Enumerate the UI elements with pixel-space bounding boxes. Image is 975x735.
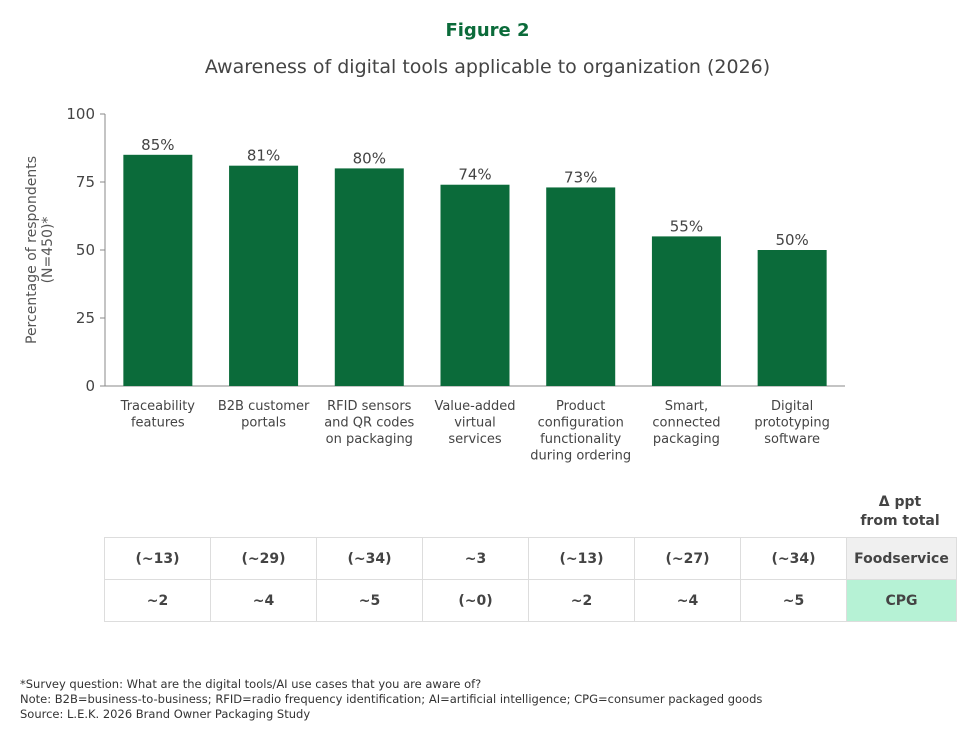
category-label: Digital prototyping software	[754, 399, 829, 447]
table-cell: ~4	[634, 579, 741, 622]
bar-chart: 0 25 50 75 100 Percentage of respondents(N=45…	[24, 105, 845, 464]
category-label-line: Product	[556, 399, 605, 414]
category-label: Value-added virtual services	[434, 399, 515, 447]
data-label: 55%	[670, 217, 703, 235]
data-label: 85%	[141, 136, 174, 154]
category-label: Product configuration functionality during …	[530, 399, 631, 464]
bar	[123, 154, 193, 386]
category-label-line: and QR codes	[324, 416, 414, 431]
y-axis-label-line: (N=450)*	[40, 217, 56, 284]
table-cell: (~27)	[634, 537, 741, 580]
bar	[757, 250, 827, 386]
category-label-line: on packaging	[326, 432, 413, 447]
category-label-line: prototyping	[754, 416, 829, 431]
footnote-note: Note: B2B=business-to-business; RFID=rad…	[20, 692, 763, 706]
chart-title: Awareness of digital tools applicable to…	[204, 56, 771, 78]
table-cell: (~34)	[316, 537, 423, 580]
category-label-line: portals	[241, 416, 286, 431]
category-label-line: connected	[652, 416, 720, 431]
data-label: 50%	[775, 231, 808, 249]
category-label-line: Smart,	[665, 399, 708, 414]
table-row: ~2 ~4 ~5 (~0) ~2 ~4 ~5 CPG	[104, 579, 957, 622]
row-label: CPG	[846, 579, 957, 622]
category-label-line: configuration	[538, 416, 624, 431]
category-label-line: RFID sensors	[327, 399, 412, 414]
table-cell: (~13)	[528, 537, 635, 580]
category-label: RFID sensors and QR codes on packaging	[324, 399, 414, 447]
bar	[334, 168, 404, 386]
data-label: 73%	[564, 168, 597, 186]
category-label-line: during ordering	[530, 449, 631, 464]
y-tick-label: 25	[76, 309, 95, 327]
footnote-source: Source: L.E.K. 2026 Brand Owner Packagin…	[20, 707, 311, 721]
category-label-line: functionality	[540, 432, 621, 447]
bar	[440, 184, 510, 386]
table-cell: (~29)	[210, 537, 317, 580]
data-label: 74%	[458, 166, 491, 184]
category-label: Traceability features	[120, 399, 196, 431]
table-cell: ~2	[528, 579, 635, 622]
table-cell: (~0)	[422, 579, 529, 622]
delta-header: Δ ppt from total	[845, 493, 955, 531]
delta-header-line2: from total	[860, 513, 940, 529]
category-label-line: packaging	[653, 432, 720, 447]
y-tick-label: 0	[85, 377, 95, 395]
table-cell: ~4	[210, 579, 317, 622]
category-label-line: software	[764, 432, 820, 447]
y-tick-label: 75	[76, 173, 95, 191]
table-cell: (~13)	[104, 537, 211, 580]
category-label-line: Digital	[771, 399, 813, 414]
y-tick-label: 50	[76, 241, 95, 259]
table-cell: ~5	[740, 579, 847, 622]
y-axis-label-line: Percentage of respondents	[24, 156, 40, 344]
table-row: (~13) (~29) (~34) ~3 (~13) (~27) (~34) Foodserv…	[104, 537, 957, 580]
y-tick-label: 100	[66, 105, 95, 123]
bar	[651, 236, 721, 386]
delta-table: (~13) (~29) (~34) ~3 (~13) (~27) (~34) Foodserv…	[104, 537, 957, 622]
table-cell: (~34)	[740, 537, 847, 580]
category-label: B2B customer portals	[218, 399, 310, 431]
data-label: 80%	[353, 149, 386, 167]
category-label: Smart, connected packaging	[652, 399, 720, 447]
bar	[229, 165, 299, 386]
figure-label: Figure 2	[445, 20, 530, 41]
category-label-line: B2B customer	[218, 399, 310, 414]
data-label: 81%	[247, 147, 280, 165]
table-cell: ~2	[104, 579, 211, 622]
footnote-survey: *Survey question: What are the digital t…	[20, 677, 482, 691]
y-axis-label: Percentage of respondents(N=450)*	[24, 156, 56, 344]
category-label-line: Traceability	[120, 399, 196, 414]
delta-header-line1: Δ ppt	[878, 494, 922, 510]
category-label-line: features	[131, 416, 185, 431]
category-label-line: virtual	[454, 416, 496, 431]
category-label-line: services	[448, 432, 502, 447]
table-cell: ~3	[422, 537, 529, 580]
table-cell: ~5	[316, 579, 423, 622]
row-label: Foodservice	[846, 537, 957, 580]
category-label-line: Value-added	[434, 399, 515, 414]
bar	[546, 187, 616, 386]
